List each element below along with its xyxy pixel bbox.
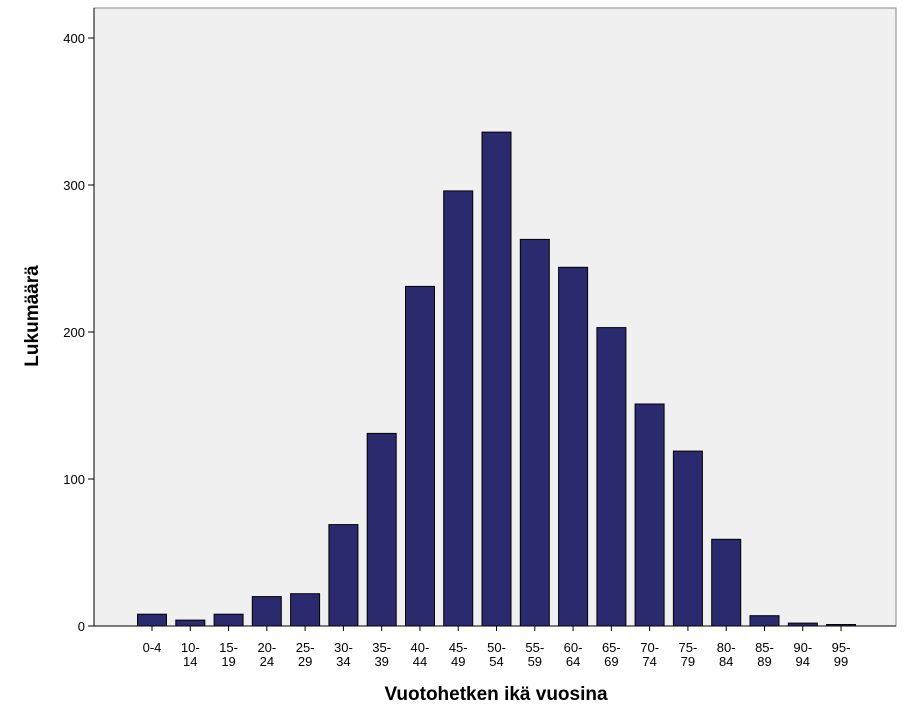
- bar: [558, 266, 589, 627]
- x-tick-label: 69: [604, 654, 618, 669]
- x-tick-label: 29: [298, 654, 312, 669]
- bar: [366, 432, 397, 627]
- x-tick-label: 0-4: [143, 640, 162, 655]
- bar: [481, 131, 512, 627]
- x-tick-label: 35-: [372, 640, 391, 655]
- bar: [405, 285, 435, 627]
- bar: [290, 593, 321, 627]
- bar: [634, 403, 665, 627]
- x-tick-label: 70-: [640, 640, 659, 655]
- x-tick-label: 10-: [181, 640, 200, 655]
- bar: [596, 327, 627, 627]
- bar: [328, 524, 359, 627]
- x-axis-title: Vuotohetken ikä vuosina: [384, 684, 608, 705]
- bar: [749, 615, 780, 627]
- x-tick-label: 39: [374, 654, 388, 669]
- bar: [711, 538, 742, 627]
- y-axis-title: Lukumäärä: [22, 265, 43, 367]
- y-tick-label: 200: [63, 325, 85, 340]
- y-axis: 0 100 200 300 400: [63, 8, 95, 634]
- x-tick-label: 14: [183, 654, 197, 669]
- x-tick-label: 45-: [449, 640, 468, 655]
- x-tick-label: 79: [681, 654, 695, 669]
- x-tick-label: 89: [757, 654, 771, 669]
- bar: [672, 450, 703, 627]
- y-tick-label: 100: [63, 472, 85, 487]
- x-tick-label: 15-: [219, 640, 238, 655]
- bar: [251, 596, 282, 627]
- x-tick-label: 64: [566, 654, 580, 669]
- y-tick-label: 400: [63, 31, 85, 46]
- x-tick-label: 24: [260, 654, 274, 669]
- x-tick-label: 54: [489, 654, 503, 669]
- x-tick-label: 90-: [793, 640, 812, 655]
- x-tick-label: 75-: [679, 640, 698, 655]
- bar: [519, 238, 550, 627]
- x-tick-label: 25-: [296, 640, 315, 655]
- bar: [137, 613, 167, 627]
- x-tick-label: 50-: [487, 640, 506, 655]
- bars-group: [137, 131, 856, 627]
- y-tick-label: 300: [63, 178, 85, 193]
- x-axis: 0-4 10-14 15-19 20-24 25-29 30-34 35-39 40-44 45…: [94, 625, 896, 669]
- x-tick-label: 19: [221, 654, 235, 669]
- x-tick-label: 55-: [525, 640, 544, 655]
- x-tick-label: 59: [528, 654, 542, 669]
- bar: [213, 613, 244, 627]
- x-tick-label: 99: [834, 654, 848, 669]
- x-tick-label: 49: [451, 654, 465, 669]
- bar: [443, 190, 474, 627]
- x-tick-label: 80-: [717, 640, 736, 655]
- x-tick-label: 30-: [334, 640, 353, 655]
- x-tick-label: 44: [413, 654, 427, 669]
- x-tick-label: 94: [796, 654, 810, 669]
- x-tick-label: 40-: [411, 640, 430, 655]
- x-tick-label: 85-: [755, 640, 774, 655]
- x-tick-label: 84: [719, 654, 733, 669]
- x-tick-label: 20-: [257, 640, 276, 655]
- x-tick-label: 65-: [602, 640, 621, 655]
- y-tick-label: 0: [78, 619, 85, 634]
- x-tick-label: 34: [336, 654, 350, 669]
- x-tick-label: 60-: [564, 640, 583, 655]
- x-tick-label: 95-: [832, 640, 851, 655]
- bar: [175, 619, 206, 627]
- x-tick-label: 74: [642, 654, 656, 669]
